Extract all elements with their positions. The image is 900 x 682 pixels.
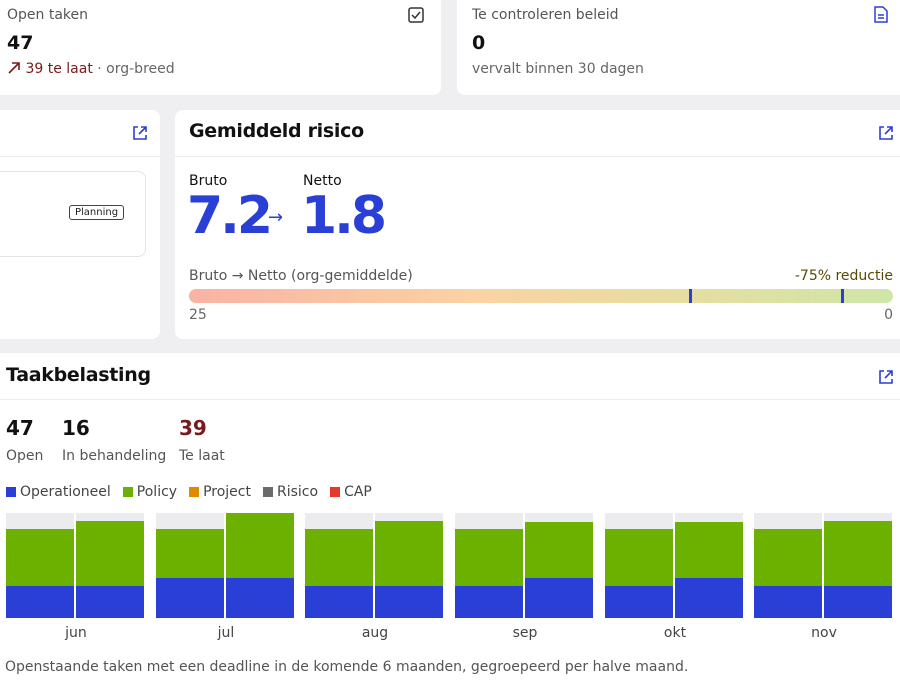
- risk-reduction: -75% reductie: [794, 268, 893, 284]
- workload-divider: [0, 399, 900, 400]
- stat-in-progress-label: In behandeling: [62, 448, 167, 464]
- bar-operationeel-aug-1[interactable]: [305, 586, 373, 618]
- legend-risico[interactable]: Risico: [262, 484, 318, 500]
- policy-review-card[interactable]: Te controleren beleid 0 vervalt binnen 3…: [457, 0, 900, 95]
- planning-item[interactable]: Planning: [0, 171, 146, 257]
- net-marker: [841, 289, 845, 303]
- risk-bar-label: Bruto → Netto (org-gemiddelde): [189, 268, 413, 284]
- month-label-sep: sep: [512, 625, 538, 641]
- bar-policy-sep-1[interactable]: [455, 529, 523, 586]
- bar-operationeel-okt-1[interactable]: [605, 586, 673, 618]
- bar-policy-jul-2[interactable]: [226, 513, 294, 578]
- average-risk-title: Gemiddeld risico: [189, 120, 364, 142]
- bar-operationeel-nov-2[interactable]: [824, 586, 892, 618]
- bar-operationeel-aug-2[interactable]: [375, 586, 443, 618]
- bar-operationeel-jun-2[interactable]: [76, 586, 144, 618]
- planning-badge: Planning: [69, 205, 125, 220]
- workload-footnote: Openstaande taken met een deadline in de…: [5, 659, 689, 675]
- workload-title: Taakbelasting: [6, 364, 151, 386]
- gross-value: 7.2: [187, 186, 273, 246]
- scale-max: 0: [884, 307, 893, 323]
- bar-policy-jun-2[interactable]: [76, 521, 144, 586]
- legend-project[interactable]: Project: [189, 484, 251, 500]
- bar-policy-nov-2[interactable]: [824, 521, 892, 586]
- bar-operationeel-jul-2[interactable]: [226, 578, 294, 618]
- month-label-jul: jul: [217, 625, 235, 641]
- arrow-right-icon: →: [268, 207, 284, 228]
- scale-min: 25: [189, 307, 207, 323]
- average-risk-card: Gemiddeld risico Bruto 7.2 → Netto 1.8 B…: [175, 110, 900, 339]
- bar-operationeel-nov-1[interactable]: [754, 586, 822, 618]
- left-card: Planning: [0, 110, 160, 339]
- open-tasks-card[interactable]: Open taken 47 39 te laat · org-breed: [0, 0, 441, 95]
- bar-operationeel-okt-2[interactable]: [675, 578, 743, 618]
- stat-late-label: Te laat: [179, 448, 225, 464]
- legend-operationeel[interactable]: Operationeel: [6, 484, 111, 500]
- open-tasks-subline: 39 te laat · org-breed: [7, 61, 175, 77]
- policy-review-label: Te controleren beleid: [472, 7, 619, 23]
- late-count: 39 te laat: [25, 61, 93, 77]
- open-tasks-label: Open taken: [7, 7, 89, 23]
- bar-policy-jul-1[interactable]: [156, 529, 224, 578]
- bar-policy-nov-1[interactable]: [754, 529, 822, 586]
- left-card-divider: [0, 156, 160, 157]
- average-risk-divider: [175, 156, 900, 157]
- checkbox-icon: [408, 7, 424, 23]
- document-icon: [874, 6, 888, 23]
- policy-review-value: 0: [472, 32, 486, 54]
- bar-operationeel-sep-1[interactable]: [455, 586, 523, 618]
- external-link-icon[interactable]: [877, 368, 895, 386]
- legend-cap[interactable]: CAP: [330, 484, 372, 500]
- month-label-nov: nov: [811, 625, 837, 641]
- month-label-aug: aug: [361, 625, 389, 641]
- bar-policy-aug-2[interactable]: [375, 521, 443, 586]
- risk-gradient-bar: [189, 289, 893, 303]
- bar-operationeel-sep-2[interactable]: [525, 578, 593, 618]
- open-tasks-value: 47: [7, 32, 34, 54]
- external-link-icon[interactable]: [877, 124, 895, 142]
- month-label-okt: okt: [663, 625, 687, 641]
- policy-review-subline: vervalt binnen 30 dagen: [472, 61, 644, 77]
- net-label: Netto: [303, 173, 342, 189]
- bar-operationeel-jul-1[interactable]: [156, 578, 224, 618]
- bar-policy-okt-1[interactable]: [605, 529, 673, 586]
- external-link-icon[interactable]: [131, 124, 149, 142]
- gross-marker: [689, 289, 693, 303]
- bar-policy-okt-2[interactable]: [675, 522, 743, 578]
- net-value: 1.8: [301, 186, 387, 246]
- chart-legend: Operationeel Policy Project Risico CAP: [6, 484, 372, 500]
- bar-operationeel-jun-1[interactable]: [6, 586, 74, 618]
- stat-in-progress-value: 16: [62, 416, 90, 440]
- workload-chart: [6, 513, 892, 618]
- trend-up-arrow-icon: [8, 62, 20, 74]
- bar-policy-jun-1[interactable]: [6, 529, 74, 586]
- stat-late-value: 39: [179, 416, 207, 440]
- bar-policy-sep-2[interactable]: [525, 522, 593, 578]
- bar-policy-aug-1[interactable]: [305, 529, 373, 586]
- month-label-jun: jun: [65, 625, 87, 641]
- gross-label: Bruto: [189, 173, 228, 189]
- workload-card: Taakbelasting 47 Open 16 In behandeling …: [0, 353, 900, 682]
- stat-open-label: Open: [6, 448, 44, 464]
- scope-text: · org-breed: [97, 61, 175, 77]
- legend-policy[interactable]: Policy: [122, 484, 177, 500]
- stat-open-value: 47: [6, 416, 34, 440]
